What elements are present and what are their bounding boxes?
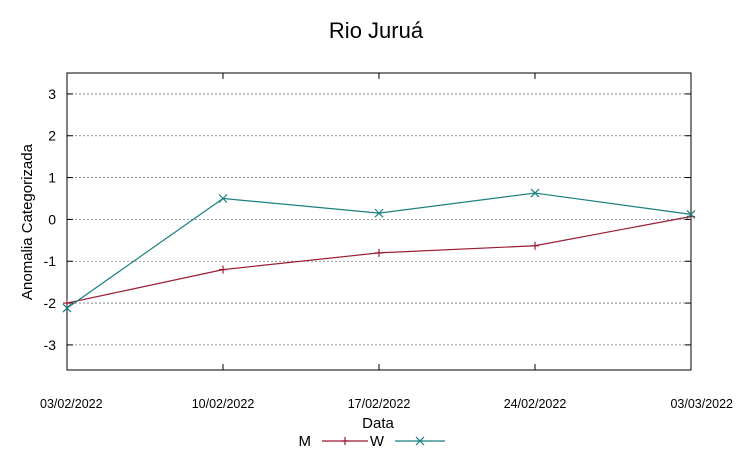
series-W	[62, 188, 696, 313]
legend-label: W	[370, 433, 385, 450]
x-tick-label: 03/02/2022	[40, 397, 103, 411]
legend-label: M	[299, 433, 312, 450]
series-lines	[62, 188, 696, 313]
x-tick-label: 17/02/2022	[348, 397, 411, 411]
series-M	[63, 212, 695, 308]
x-axis-ticks: 03/02/2022 10/02/2022 17/02/2022 24/02/2022…	[40, 73, 733, 411]
plot-frame	[66, 72, 692, 371]
y-tick-label: -1	[44, 253, 57, 269]
y-tick-label: 3	[48, 86, 56, 102]
data-point	[218, 194, 228, 203]
x-tick-label: 03/03/2022	[670, 397, 733, 411]
x-tick-label: 10/02/2022	[192, 397, 255, 411]
y-axis-label: Anomalia Categorizada	[19, 143, 36, 300]
data-point	[374, 208, 384, 218]
x-tick-label: 24/02/2022	[504, 397, 567, 411]
grid	[67, 93, 691, 346]
y-tick-label: -2	[44, 295, 57, 311]
x-axis-label: Data	[362, 415, 394, 432]
data-point	[686, 209, 696, 219]
y-tick-label: 0	[48, 211, 56, 227]
series-line	[66, 215, 692, 304]
y-tick-label: -3	[44, 337, 57, 353]
chart-title: Rio Juruá	[329, 18, 424, 43]
y-tick-label: 2	[48, 128, 56, 144]
data-point	[530, 188, 540, 198]
data-point	[62, 303, 72, 313]
data-point	[415, 436, 425, 446]
y-axis-ticks: 3 2 1 0 -1 -2 -3	[44, 86, 691, 353]
y-tick-label: 1	[48, 170, 56, 186]
